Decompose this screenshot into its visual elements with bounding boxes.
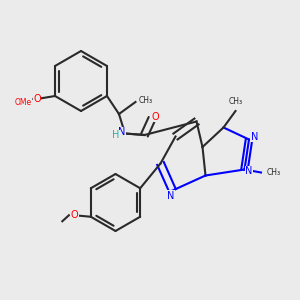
Text: O: O xyxy=(151,112,159,122)
Text: N: N xyxy=(251,131,258,142)
Text: H: H xyxy=(112,130,119,140)
Text: OMe: OMe xyxy=(15,98,32,106)
Text: CH₃: CH₃ xyxy=(139,96,153,105)
Text: N: N xyxy=(118,127,126,137)
Text: N: N xyxy=(167,191,175,201)
Text: O: O xyxy=(33,94,41,104)
Text: N: N xyxy=(245,166,253,176)
Text: CH₃: CH₃ xyxy=(228,98,243,106)
Text: CH₃: CH₃ xyxy=(267,168,281,177)
Text: O: O xyxy=(70,210,78,220)
